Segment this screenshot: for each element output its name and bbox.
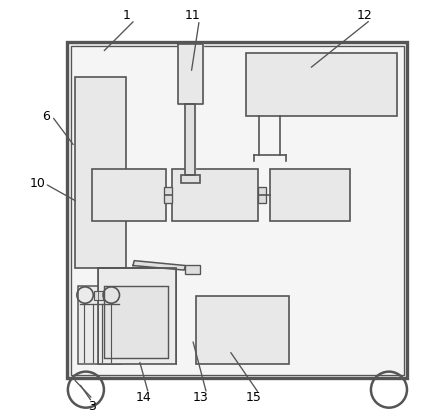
Text: 6: 6 (42, 110, 50, 122)
Bar (94, 291, 103, 300)
Text: 11: 11 (184, 9, 200, 22)
Bar (75, 77, 126, 268)
Bar (172, 169, 258, 220)
Bar (104, 286, 168, 358)
Text: 12: 12 (357, 9, 372, 22)
Text: 13: 13 (193, 391, 208, 404)
Bar (270, 169, 350, 220)
Text: 14: 14 (135, 391, 151, 404)
Bar (180, 176, 200, 183)
Text: 10: 10 (30, 177, 46, 190)
Bar (164, 187, 172, 203)
Bar (197, 296, 289, 364)
Bar (98, 268, 176, 364)
Bar (78, 286, 121, 364)
Text: 3: 3 (88, 400, 96, 413)
Bar (258, 187, 266, 203)
Polygon shape (185, 104, 195, 176)
Bar (184, 265, 200, 274)
Polygon shape (133, 261, 185, 270)
Bar (67, 42, 407, 378)
Bar (246, 53, 397, 116)
Text: 15: 15 (246, 391, 262, 404)
Bar (71, 46, 404, 375)
Bar (92, 169, 166, 220)
Text: 1: 1 (123, 9, 131, 22)
Polygon shape (178, 44, 203, 104)
